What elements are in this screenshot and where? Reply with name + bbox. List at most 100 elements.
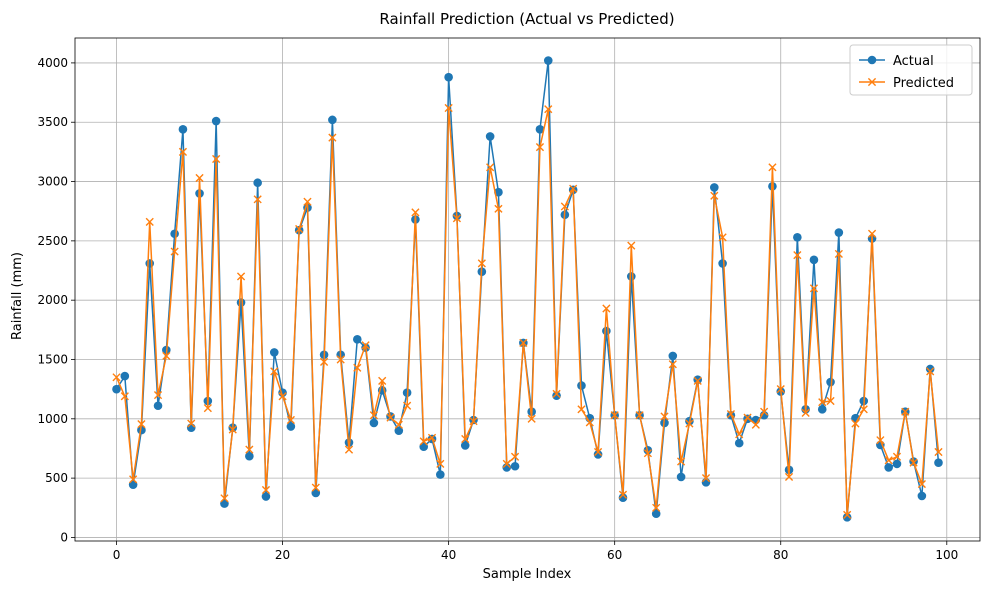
x-marker-stroke [344, 445, 354, 454]
x-marker-stroke [203, 404, 212, 413]
data-point-predicted [851, 419, 860, 428]
data-point-predicted [784, 472, 794, 482]
x-marker-stroke [245, 445, 254, 454]
data-point-predicted [261, 485, 271, 495]
x-marker-stroke [361, 341, 370, 350]
x-marker-stroke [677, 457, 686, 466]
x-marker-stroke [834, 249, 843, 259]
data-point-actual [261, 492, 271, 501]
data-point-actual [593, 450, 603, 459]
data-point-predicted [652, 503, 661, 512]
data-point-actual [510, 461, 520, 471]
data-point-actual [444, 72, 453, 82]
y-tick-label: 1500 [37, 352, 68, 366]
x-marker-stroke [917, 479, 926, 489]
data-point-predicted [776, 385, 785, 394]
x-marker-stroke [801, 408, 810, 417]
data-point-predicted [892, 452, 902, 461]
x-marker-stroke [685, 419, 694, 428]
x-marker-stroke [926, 367, 935, 376]
x-marker-stroke [701, 474, 711, 483]
data-point-predicted [120, 392, 129, 401]
x-tick-label: 0 [113, 548, 121, 562]
data-point-predicted [253, 195, 262, 204]
x-marker-stroke [743, 413, 752, 422]
x-marker-stroke [228, 425, 237, 434]
grid [75, 38, 980, 541]
data-point-actual [178, 125, 188, 134]
data-point-predicted [427, 433, 437, 442]
data-point-predicted [627, 241, 636, 250]
data-point-actual [460, 441, 470, 450]
plot-frame [74, 37, 981, 542]
data-point-actual [369, 418, 379, 428]
x-marker-stroke [901, 407, 910, 416]
data-point-actual [535, 125, 545, 134]
data-point-actual [269, 348, 279, 357]
data-point-actual [186, 423, 196, 433]
data-point-predicted [477, 259, 486, 268]
data-point-predicted [203, 404, 212, 413]
x-marker-stroke [726, 409, 736, 419]
data-point-predicted [461, 434, 470, 444]
data-point-actual [485, 132, 495, 141]
data-point-predicted [834, 249, 843, 259]
data-point-actual [925, 364, 935, 374]
data-point-predicted [469, 417, 478, 426]
data-point-predicted [618, 490, 628, 499]
data-point-predicted [220, 494, 229, 503]
x-marker-stroke [876, 436, 885, 445]
x-marker-stroke [693, 376, 702, 385]
data-point-predicted [552, 389, 561, 398]
x-marker-stroke [461, 434, 470, 444]
x-marker-stroke [718, 233, 727, 242]
data-point-actual [170, 229, 179, 239]
x-marker-stroke [212, 154, 221, 164]
legend-label: Actual [893, 54, 934, 69]
data-point-predicted [826, 396, 835, 406]
data-point-actual [311, 488, 321, 498]
x-marker-stroke [818, 398, 827, 407]
x-marker-stroke [486, 163, 495, 172]
data-point-predicted [544, 105, 553, 114]
data-point-actual [120, 371, 130, 381]
data-point-predicted [668, 360, 677, 369]
x-marker-stroke [145, 217, 154, 226]
y-axis-label: Rainfall (mm) [10, 252, 25, 340]
data-point-predicted [286, 415, 295, 425]
data-point-actual [884, 463, 893, 472]
series-predicted [112, 103, 943, 519]
data-point-predicted [768, 163, 777, 172]
data-point-predicted [361, 341, 370, 350]
x-marker-stroke [220, 494, 229, 503]
x-marker-stroke [162, 351, 171, 361]
y-tick-label: 3500 [37, 115, 68, 129]
data-point-actual [826, 377, 835, 387]
data-point-predicted [593, 447, 603, 457]
data-point-predicted [311, 483, 320, 492]
legend-swatch-marker [867, 55, 877, 65]
x-marker-stroke [809, 284, 819, 293]
data-point-predicted [145, 217, 154, 226]
x-marker-stroke [311, 483, 320, 492]
x-marker-stroke [120, 392, 129, 401]
x-marker-stroke [469, 417, 478, 426]
x-marker-stroke [934, 447, 943, 457]
data-point-predicted [610, 411, 619, 420]
x-marker-stroke [585, 418, 594, 427]
data-point-predicted [560, 202, 569, 211]
data-point-actual [626, 272, 636, 281]
legend-item-predicted: Predicted [859, 76, 954, 91]
data-point-actual [618, 493, 628, 502]
data-point-predicted [112, 373, 121, 382]
x-marker-stroke [552, 389, 561, 398]
data-point-actual [328, 115, 337, 125]
data-point-predicted [195, 173, 204, 183]
x-marker-stroke [444, 103, 453, 113]
data-point-actual [236, 298, 246, 307]
x-marker-stroke [112, 373, 121, 382]
x-tick-label: 20 [275, 548, 290, 562]
data-point-actual [718, 259, 727, 268]
x-marker-stroke [660, 412, 669, 421]
